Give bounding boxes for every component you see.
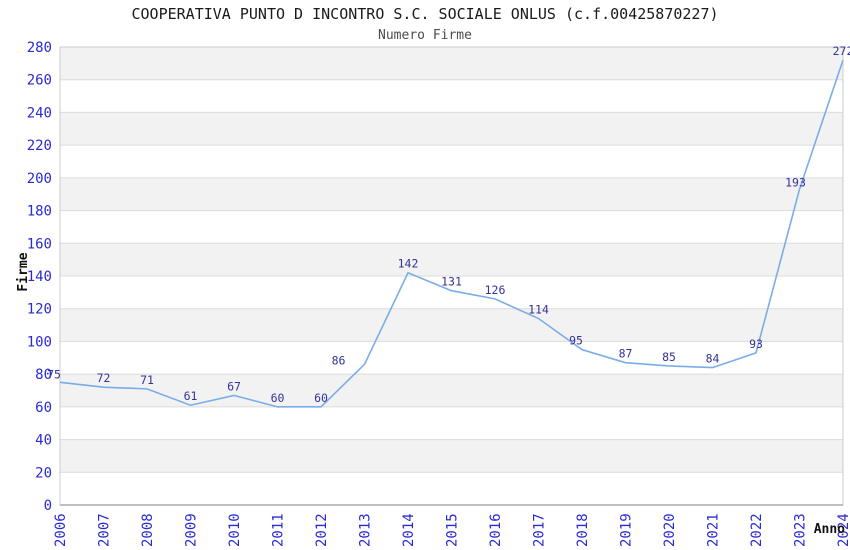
y-tick-label: 160	[27, 236, 52, 252]
data-label: 86	[332, 353, 346, 367]
x-tick-label: 2014	[401, 513, 417, 547]
data-label: 93	[749, 337, 763, 351]
y-tick-label: 140	[27, 269, 52, 285]
x-tick-label: 2018	[575, 513, 591, 547]
x-tick-label: 2019	[619, 513, 635, 547]
series-line	[59, 59, 844, 408]
y-tick-label: 220	[27, 138, 52, 154]
data-label: 75	[47, 367, 61, 381]
x-tick-label: 2009	[184, 513, 200, 547]
x-tick-label: 2013	[358, 513, 374, 547]
x-tick-label: 2010	[227, 513, 243, 547]
x-tick-label: 2008	[140, 513, 156, 547]
x-tick-label: 2022	[749, 513, 765, 547]
y-tick-label: 80	[35, 367, 52, 383]
grid-band	[60, 374, 843, 407]
grid-band	[60, 112, 843, 146]
y-tick-label: 120	[27, 302, 52, 318]
chart-subtitle: Numero Firme	[378, 28, 472, 43]
x-tick-label: 2024	[836, 513, 850, 547]
data-label: 272	[833, 44, 850, 58]
x-tick-label: 2023	[793, 513, 809, 547]
y-tick-label: 20	[35, 465, 52, 481]
x-tick-label: 2017	[532, 513, 548, 547]
data-label: 85	[662, 350, 676, 364]
y-tick-label: 240	[27, 105, 52, 121]
data-label: 60	[271, 391, 285, 405]
data-label: 87	[619, 347, 633, 361]
grid-band	[60, 243, 843, 276]
x-axis-title: Anno	[814, 522, 845, 537]
data-label: 84	[706, 352, 720, 366]
y-tick-label: 40	[35, 433, 52, 449]
y-tick-label: 180	[27, 204, 52, 220]
grid-band	[60, 308, 843, 342]
y-tick-label: 200	[27, 171, 52, 187]
x-tick-label: 2006	[53, 513, 69, 547]
y-tick-label: 280	[27, 40, 52, 56]
data-label: 60	[314, 391, 328, 405]
y-tick-label: 100	[27, 334, 52, 350]
y-axis-title: Firme	[16, 252, 31, 291]
grid-band	[60, 439, 843, 473]
data-label: 126	[485, 283, 506, 297]
data-label: 114	[528, 303, 549, 317]
data-label: 142	[398, 257, 419, 271]
data-label: 71	[140, 373, 154, 387]
data-label: 193	[785, 175, 806, 189]
x-tick-label: 2015	[445, 513, 461, 547]
grid-band	[60, 47, 843, 80]
x-tick-label: 2016	[488, 513, 504, 547]
data-label: 131	[441, 275, 462, 289]
data-label: 61	[184, 389, 198, 403]
chart-title: COOPERATIVA PUNTO D INCONTRO S.C. SOCIAL…	[131, 5, 719, 23]
x-tick-label: 2021	[706, 513, 722, 547]
data-label: 95	[569, 334, 583, 348]
x-tick-label: 2007	[97, 513, 113, 547]
x-tick-label: 2012	[314, 513, 330, 547]
y-tick-label: 260	[27, 73, 52, 89]
x-tick-label: 2011	[271, 513, 287, 547]
data-label: 67	[227, 379, 241, 393]
data-label: 72	[97, 371, 111, 385]
y-tick-label: 0	[44, 498, 52, 514]
y-tick-label: 60	[35, 400, 52, 416]
grid-band	[60, 177, 843, 211]
x-tick-label: 2020	[662, 513, 678, 547]
